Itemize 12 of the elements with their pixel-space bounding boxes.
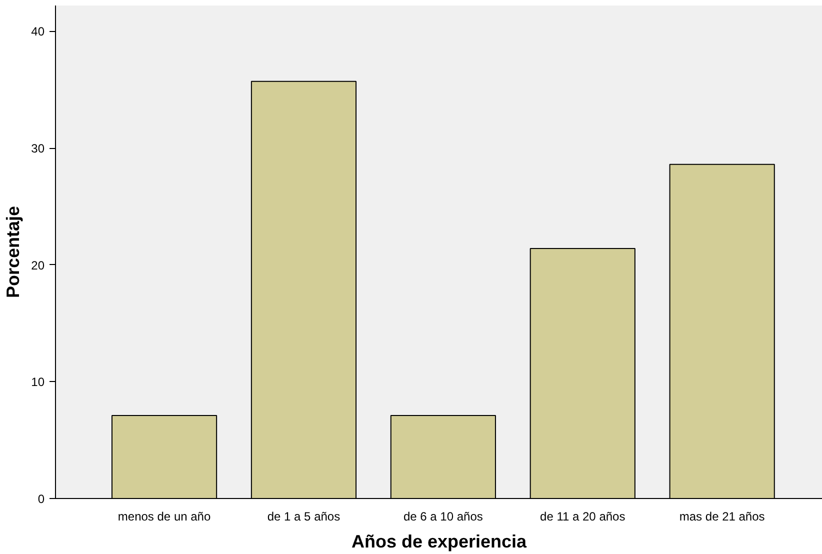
x-tick-label: menos de un año [118, 510, 211, 524]
y-tick-label: 30 [31, 142, 45, 156]
x-tick-label: mas de 21 años [679, 510, 765, 524]
y-tick-label: 10 [31, 375, 45, 390]
x-tick-label: de 6 a 10 años [403, 510, 483, 524]
x-tick-label: de 11 a 20 años [540, 510, 626, 524]
y-tick-label: 20 [31, 258, 45, 272]
y-tick-label: 40 [31, 24, 45, 39]
x-tick-label: de 1 a 5 años [267, 510, 340, 524]
y-axis-title: Porcentaje [3, 206, 24, 298]
y-tick-label: 0 [38, 492, 45, 506]
x-axis-title: Años de experiencia [351, 532, 528, 552]
